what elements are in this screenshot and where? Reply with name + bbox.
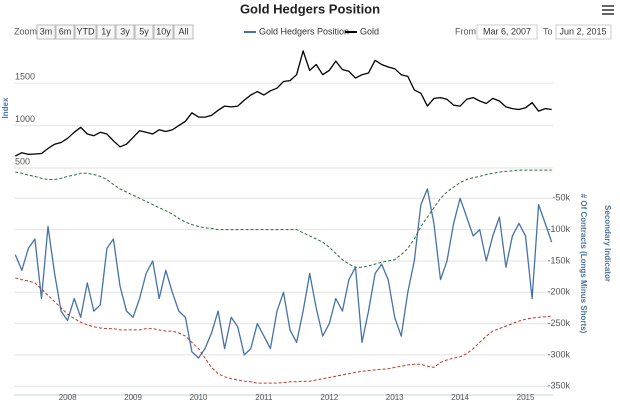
x-tick-label: 2014 [451,393,469,402]
side-label: Secondary Indicator [603,205,612,282]
y-tick-label: 1000 [15,114,35,124]
menu-button[interactable] [600,3,616,17]
x-tick-label: 2010 [190,393,208,402]
y-axis-title: # Of Contracts (Longs Minus Shorts) [579,194,588,334]
zoom-button-label: All [178,26,188,36]
from-label: From [455,26,476,36]
x-tick-label: 2009 [124,393,142,402]
zoom-button[interactable] [153,24,174,40]
x-tick-label: 2012 [320,393,338,402]
y-tick-label: -350k [547,381,570,391]
zoom-button-label: 6m [59,26,72,36]
zoom-button[interactable] [173,24,194,40]
chart-title: Gold Hedgers Position [240,1,380,16]
x-tick-label: 2008 [59,393,77,402]
x-tick-label: 2013 [386,393,404,402]
plot-area [14,169,553,384]
from-input[interactable] [476,24,538,40]
y-tick-label: -250k [547,318,570,328]
x-tick-label: 2011 [255,393,273,402]
zoom-button-label: 5y [139,26,149,36]
zoom-button[interactable] [115,24,135,40]
zoom-button-label: 3m [40,26,53,36]
plot-area [14,50,552,157]
band-line [15,277,552,384]
to-label: To [543,26,553,36]
legend-label[interactable]: Gold [360,26,379,36]
to-date: Jun 2, 2015 [559,26,606,36]
band-line [15,169,552,268]
y-tick-label: -50k [552,193,570,203]
x-tick-label: 2015 [517,393,535,402]
legend-label[interactable]: Gold Hedgers Position [259,26,349,36]
zoom-button[interactable] [134,24,154,40]
to-input[interactable] [555,24,612,40]
zoom-button[interactable] [74,24,97,40]
data-line [14,188,553,359]
zoom-button-label: 10y [156,26,171,36]
zoom-button-label: 1y [101,26,111,36]
zoom-button[interactable] [55,24,75,40]
y-tick-label: -300k [547,349,570,359]
zoom-button-label: YTD [77,26,96,36]
y-tick-label: 1500 [15,72,35,82]
zoom-button-label: 3y [120,26,130,36]
y-tick-label: 500 [15,156,30,166]
zoom-label: Zoom [14,26,37,36]
zoom-button[interactable] [36,24,56,40]
y-tick-label: -100k [547,224,570,234]
from-date: Mar 6, 2007 [483,26,531,36]
data-line [14,50,552,157]
y-tick-label: -150k [547,255,570,265]
y-axis-title: Index [1,97,10,118]
zoom-button[interactable] [96,24,116,40]
y-tick-label: -200k [547,287,570,297]
